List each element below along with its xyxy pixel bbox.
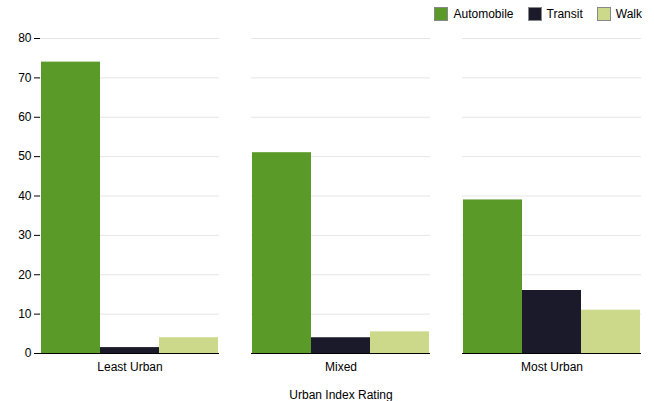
svg-text:Urban Index Rating: Urban Index Rating	[289, 388, 392, 401]
svg-text:50: 50	[18, 149, 32, 163]
svg-text:0: 0	[25, 346, 32, 360]
svg-text:20: 20	[18, 268, 32, 282]
html-text:Automobile: Automobile	[453, 7, 514, 21]
html-text:Walk: Walk	[615, 7, 642, 21]
svg-text:10: 10	[18, 307, 32, 321]
svg-text:60: 60	[18, 110, 32, 124]
svg-text:Most Urban: Most Urban	[521, 360, 583, 374]
svg-text:30: 30	[18, 228, 32, 242]
svg-text:Least Urban: Least Urban	[97, 360, 162, 374]
html-text:Transit: Transit	[546, 7, 583, 21]
svg-text:80: 80	[18, 31, 32, 45]
svg-text:70: 70	[18, 71, 32, 85]
svg-text:40: 40	[18, 189, 32, 203]
svg-text:Mixed: Mixed	[325, 360, 357, 374]
